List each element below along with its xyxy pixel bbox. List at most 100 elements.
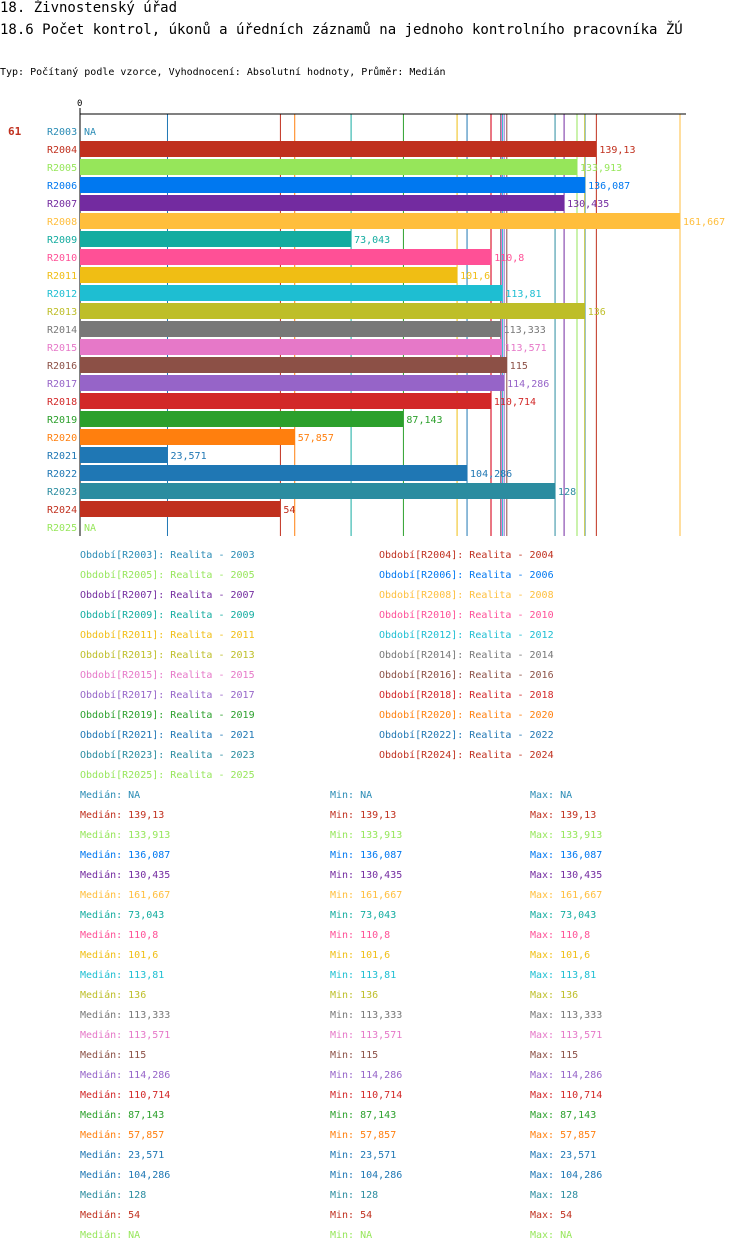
bar-R2024 [80, 501, 281, 517]
bar-R2006 [80, 177, 586, 193]
value-label-R2020: 57,857 [298, 433, 334, 444]
min-value-R2018: Min: 110,714 [330, 1090, 403, 1101]
max-value-R2019: Max: 87,143 [530, 1110, 597, 1121]
max-value-R2006: Max: 136,087 [530, 850, 603, 861]
legend-entry-R2005: Období[R2005]: Realita - 2005 [80, 570, 255, 581]
legend-entry-R2019: Období[R2019]: Realita - 2019 [80, 710, 255, 721]
max-value-R2020: Max: 57,857 [530, 1130, 597, 1141]
max-value-R2011: Max: 101,6 [530, 950, 591, 961]
median-value-R2023: Medián: 128 [80, 1190, 147, 1201]
row-id-label: 61 [8, 125, 22, 138]
median-value-R2006: Medián: 136,087 [80, 850, 171, 861]
median-value-R2022: Medián: 104,286 [80, 1170, 171, 1181]
min-value-R2020: Min: 57,857 [330, 1130, 397, 1141]
median-value-R2019: Medián: 87,143 [80, 1110, 165, 1121]
category-label-R2024: R2024 [47, 505, 77, 516]
value-label-R2011: 101,6 [460, 271, 490, 282]
bar-R2015 [80, 339, 502, 355]
category-label-R2023: R2023 [47, 487, 77, 498]
legend-entry-R2008: Období[R2008]: Realita - 2008 [379, 590, 554, 601]
legend-entry-R2015: Období[R2015]: Realita - 2015 [80, 670, 255, 681]
max-value-R2014: Max: 113,333 [530, 1010, 603, 1021]
min-value-R2006: Min: 136,087 [330, 850, 403, 861]
min-value-R2012: Min: 113,81 [330, 970, 397, 981]
max-value-R2005: Max: 133,913 [530, 830, 603, 841]
value-label-R2010: 110,8 [494, 253, 524, 264]
min-value-R2019: Min: 87,143 [330, 1110, 397, 1121]
bar-chart: 0 61 R2003 NA R2004 139,13 R2005 133,913 R2006 13… [8, 99, 725, 536]
value-label-R2021: 23,571 [170, 451, 206, 462]
category-label-R2005: R2005 [47, 163, 77, 174]
legend-entry-R2023: Období[R2023]: Realita - 2023 [80, 750, 255, 761]
median-value-R2005: Medián: 133,913 [80, 830, 171, 841]
min-value-R2015: Min: 113,571 [330, 1030, 403, 1041]
category-label-R2014: R2014 [47, 325, 77, 336]
category-label-R2021: R2021 [47, 451, 77, 462]
value-label-R2005: 133,913 [580, 163, 622, 174]
median-value-R2010: Medián: 110,8 [80, 930, 159, 941]
max-value-R2023: Max: 128 [530, 1190, 579, 1201]
min-value-R2011: Min: 101,6 [330, 950, 391, 961]
category-label-R2003: R2003 [47, 127, 77, 138]
max-value-R2021: Max: 23,571 [530, 1150, 597, 1161]
bar-R2010 [80, 249, 492, 265]
median-value-R2008: Medián: 161,667 [80, 890, 171, 901]
min-value-R2023: Min: 128 [330, 1190, 379, 1201]
bar-R2012 [80, 285, 503, 301]
category-label-R2006: R2006 [47, 181, 77, 192]
value-label-R2008: 161,667 [683, 217, 725, 228]
median-value-R2003: Medián: NA [80, 790, 141, 801]
category-label-R2015: R2015 [47, 343, 77, 354]
bar-R2021 [80, 447, 168, 463]
bar-R2007 [80, 195, 565, 211]
value-label-R2014: 113,333 [504, 325, 546, 336]
value-label-R2006: 136,087 [588, 181, 630, 192]
legend-entry-R2014: Období[R2014]: Realita - 2014 [379, 650, 554, 661]
median-value-R2024: Medián: 54 [80, 1210, 141, 1221]
legend-entry-R2010: Období[R2010]: Realita - 2010 [379, 610, 554, 621]
max-value-R2015: Max: 113,571 [530, 1030, 603, 1041]
chart-type-line: Typ: Počítaný podle vzorce, Vyhodnocení:… [0, 67, 446, 78]
max-value-R2012: Max: 113,81 [530, 970, 597, 981]
value-label-R2007: 130,435 [567, 199, 609, 210]
bar-R2019 [80, 411, 404, 427]
value-label-R2009: 73,043 [354, 235, 390, 246]
category-label-R2010: R2010 [47, 253, 77, 264]
value-label-R2012: 113,81 [505, 289, 541, 300]
max-value-R2010: Max: 110,8 [530, 930, 591, 941]
legend-entry-R2011: Období[R2011]: Realita - 2011 [80, 630, 255, 641]
max-value-R2024: Max: 54 [530, 1210, 573, 1221]
legend-entry-R2003: Období[R2003]: Realita - 2003 [80, 550, 255, 561]
legend-entry-R2024: Období[R2024]: Realita - 2024 [379, 750, 554, 761]
category-label-R2013: R2013 [47, 307, 77, 318]
median-value-R2004: Medián: 139,13 [80, 810, 165, 821]
max-value-R2016: Max: 115 [530, 1050, 579, 1061]
legend-entry-R2022: Období[R2022]: Realita - 2022 [379, 730, 554, 741]
min-value-R2008: Min: 161,667 [330, 890, 403, 901]
category-label-R2017: R2017 [47, 379, 77, 390]
max-value-R2018: Max: 110,714 [530, 1090, 603, 1101]
median-value-R2015: Medián: 113,571 [80, 1030, 171, 1041]
category-label-R2016: R2016 [47, 361, 77, 372]
max-value-R2003: Max: NA [530, 790, 573, 801]
bar-R2009 [80, 231, 352, 247]
bar-R2022 [80, 465, 468, 481]
bar-R2014 [80, 321, 501, 337]
median-value-R2011: Medián: 101,6 [80, 950, 159, 961]
value-label-R2013: 136 [588, 307, 606, 318]
value-label-R2017: 114,286 [507, 379, 549, 390]
min-value-R2025: Min: NA [330, 1230, 373, 1241]
median-value-R2017: Medián: 114,286 [80, 1070, 171, 1081]
min-value-R2004: Min: 139,13 [330, 810, 397, 821]
category-label-R2018: R2018 [47, 397, 77, 408]
min-value-R2003: Min: NA [330, 790, 373, 801]
median-value-R2013: Medián: 136 [80, 990, 147, 1001]
bar-R2017 [80, 375, 505, 391]
bar-R2013 [80, 303, 585, 319]
min-value-R2024: Min: 54 [330, 1210, 373, 1221]
median-value-R2012: Medián: 113,81 [80, 970, 165, 981]
max-value-R2022: Max: 104,286 [530, 1170, 603, 1181]
bar-R2005 [80, 159, 577, 175]
value-label-R2023: 128 [558, 487, 576, 498]
min-value-R2013: Min: 136 [330, 990, 379, 1001]
